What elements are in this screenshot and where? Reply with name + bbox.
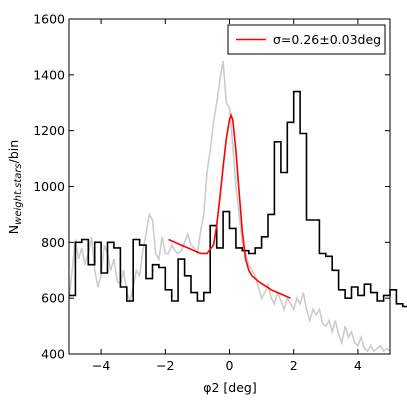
y-tick-label: 1000 (33, 179, 65, 194)
histogram-layer (69, 90, 407, 308)
histogram-step-line (69, 90, 407, 308)
smooth-density-line (68, 60, 391, 353)
y-axis-label-subscript: weight.stars (13, 163, 24, 224)
y-tick-label: 1600 (33, 12, 65, 27)
x-tick-label: 2 (290, 358, 298, 373)
x-tick-label: −2 (156, 358, 174, 373)
ticks-layer: −4 −2 0 2 4 400 600 800 1000 1200 1400 1600 (33, 12, 390, 373)
x-axis-label: φ2 [deg] (203, 380, 257, 395)
y-tick-label: 1400 (33, 67, 65, 82)
legend-fit-label: σ=0.26±0.03deg (273, 32, 381, 47)
fit-curve-layer (168, 113, 291, 299)
fit-curve-line (168, 113, 291, 299)
x-tick-label: 4 (354, 358, 362, 373)
y-tick-label: 400 (41, 347, 65, 362)
y-tick-label: 800 (41, 235, 65, 250)
y-axis-label-suffix: /bin (6, 140, 21, 164)
y-axis-label-base: N (6, 225, 21, 234)
y-axis-label: Nweight.stars/bin (6, 140, 24, 234)
x-tick-label: 0 (226, 358, 234, 373)
y-tick-label: 1200 (33, 123, 65, 138)
y-tick-label: 600 (41, 291, 65, 306)
legend: σ=0.26±0.03deg (227, 24, 386, 55)
smooth-curve-layer (68, 60, 391, 353)
x-tick-label: −4 (92, 358, 110, 373)
